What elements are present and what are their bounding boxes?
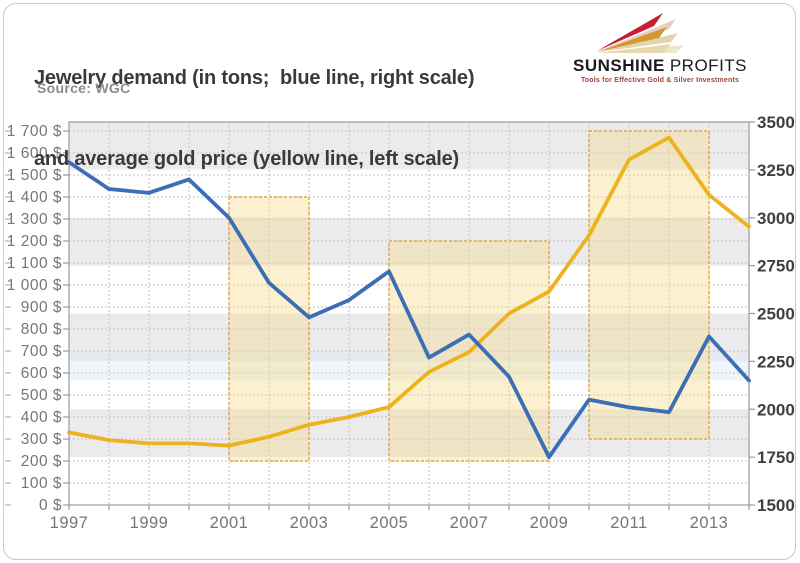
logo-tagline: Tools for Effective Gold & Silver Invest… [580, 77, 740, 84]
svg-text:1 400 $: 1 400 $ [7, 189, 62, 206]
svg-text:2011: 2011 [610, 514, 647, 532]
svg-text:1500: 1500 [757, 496, 795, 515]
left-axis-labels: 0 $ 100 $ 200 $ 300 $ 400 $ 500 $ 600 $ 700 $ 80… [7, 123, 62, 514]
right-axis-labels: 1500 1750 2000 2250 2500 2750 3000 3250 3500 [757, 113, 795, 515]
svg-text:800 $: 800 $ [21, 321, 62, 338]
svg-text:3000: 3000 [757, 209, 795, 228]
svg-text:1 600 $: 1 600 $ [7, 145, 62, 162]
svg-text:2003: 2003 [290, 514, 329, 532]
svg-text:1 500 $: 1 500 $ [7, 167, 62, 184]
svg-text:2009: 2009 [530, 514, 569, 532]
svg-text:2007: 2007 [450, 514, 489, 532]
axis-ticks [5, 121, 755, 510]
svg-text:1 200 $: 1 200 $ [7, 233, 62, 250]
support-band [69, 355, 749, 381]
svg-text:1750: 1750 [757, 448, 795, 467]
chart-title-line2: and average gold price (yellow line, lef… [34, 148, 459, 170]
svg-text:0 $: 0 $ [39, 497, 62, 514]
svg-text:500 $: 500 $ [21, 387, 62, 404]
svg-text:1 300 $: 1 300 $ [7, 211, 62, 228]
svg-text:3500: 3500 [757, 113, 795, 132]
svg-text:400 $: 400 $ [21, 409, 62, 426]
svg-text:2000: 2000 [757, 400, 795, 419]
source-label: Source: WGC [37, 80, 131, 96]
svg-text:2013: 2013 [690, 514, 729, 532]
logo-name-light: PROFITS [669, 56, 748, 75]
svg-text:1999: 1999 [130, 514, 169, 532]
svg-text:2005: 2005 [370, 514, 409, 532]
svg-text:600 $: 600 $ [21, 365, 62, 382]
svg-text:300 $: 300 $ [21, 431, 62, 448]
sunshine-profits-logo: SUNSHINE PROFITS Tools for Effective Gold… [572, 6, 748, 84]
svg-text:900 $: 900 $ [21, 299, 62, 316]
svg-text:1 700 $: 1 700 $ [7, 123, 62, 140]
chart-title-line1: Jewelry demand (in tons; blue line, righ… [34, 67, 475, 89]
svg-text:1 000 $: 1 000 $ [7, 277, 62, 294]
logo-name-bold: SUNSHINE [572, 56, 665, 75]
background-stripes [69, 122, 749, 505]
highlight-region [588, 130, 710, 440]
logo-name: SUNSHINE PROFITS [572, 56, 748, 76]
svg-text:1997: 1997 [50, 514, 89, 532]
svg-text:2001: 2001 [210, 514, 249, 532]
svg-text:200 $: 200 $ [21, 453, 62, 470]
svg-text:3250: 3250 [757, 161, 795, 180]
svg-text:2250: 2250 [757, 352, 795, 371]
svg-text:700 $: 700 $ [21, 343, 62, 360]
svg-text:2500: 2500 [757, 305, 795, 324]
gold-price-line [67, 135, 751, 448]
x-axis-labels: 1997 1999 2001 2003 2005 2007 2009 2011 2013 [50, 514, 729, 532]
svg-text:2750: 2750 [757, 257, 795, 276]
highlight-regions [228, 130, 710, 462]
page-title: Jewelry demand (in tons; blue line, righ… [34, 11, 475, 200]
svg-text:100 $: 100 $ [21, 475, 62, 492]
jewelry-demand-line [67, 160, 751, 460]
logo-rays-icon [597, 13, 684, 53]
svg-text:1 100 $: 1 100 $ [7, 255, 62, 272]
